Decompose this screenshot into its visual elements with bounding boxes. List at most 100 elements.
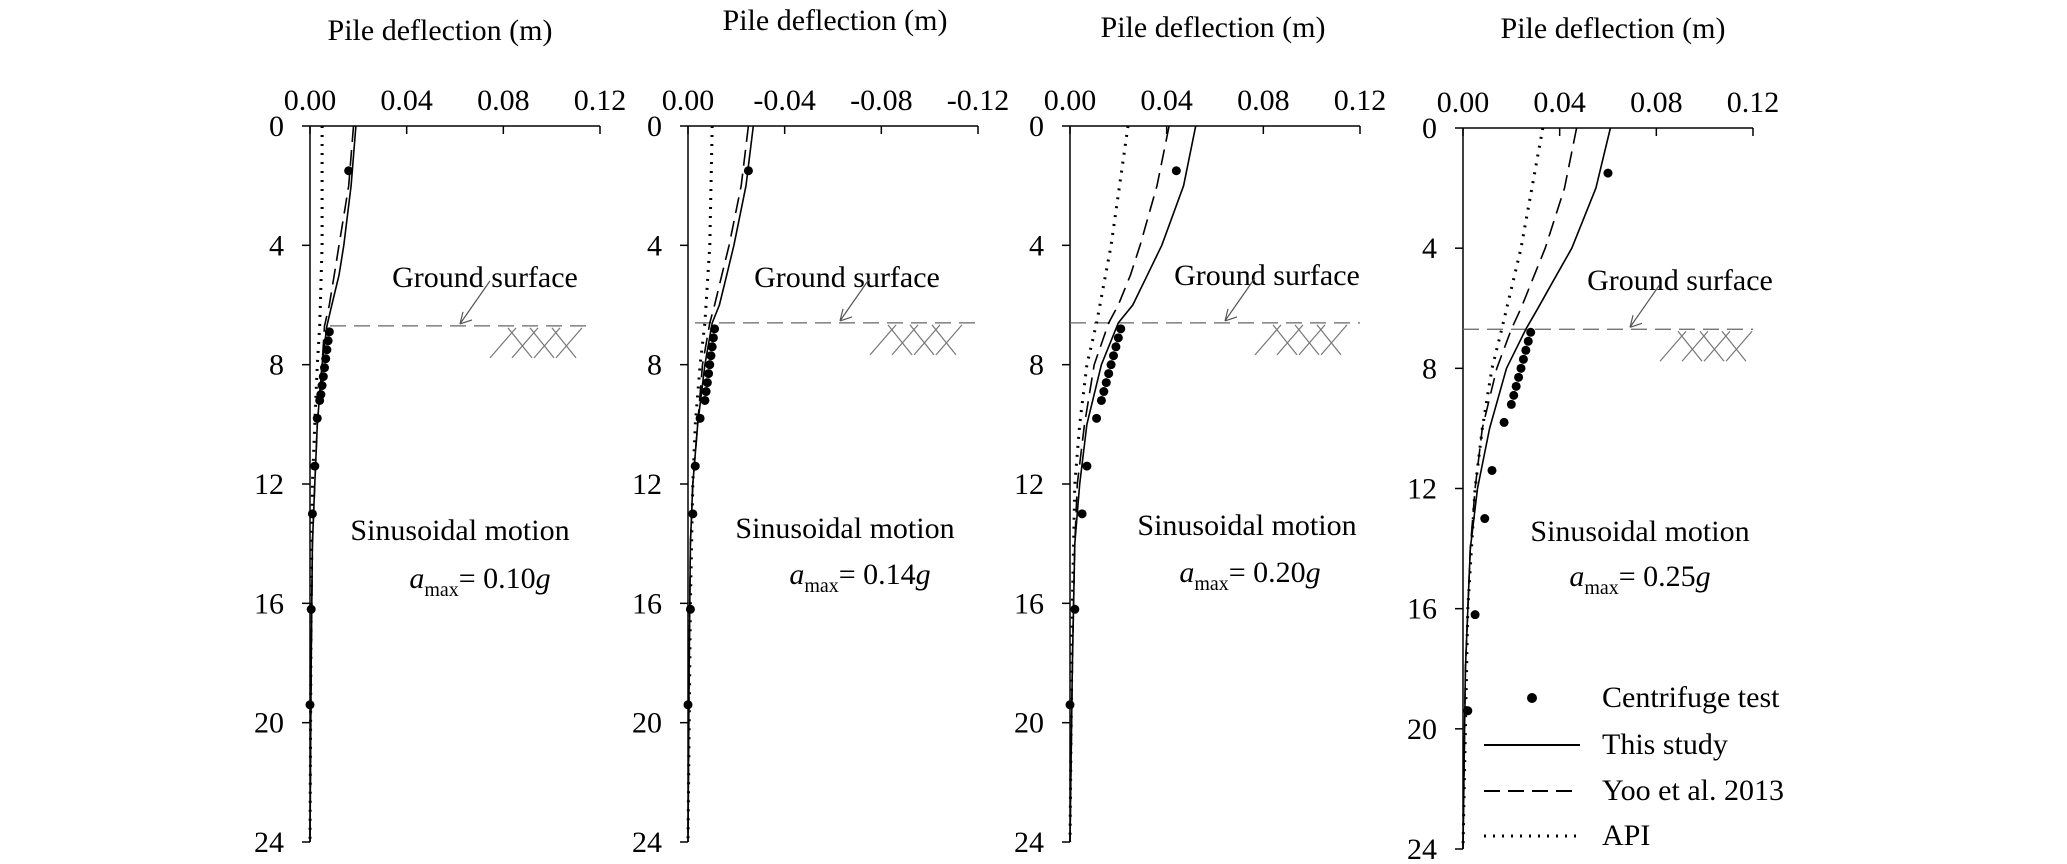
centrifuge-test-point: [1511, 381, 1521, 391]
y-tick-label: 20: [632, 707, 662, 740]
centrifuge-test-point: [683, 700, 693, 710]
centrifuge-test-point: [695, 413, 705, 423]
centrifuge-test-point: [706, 351, 716, 361]
ground-arrow: [1629, 283, 1661, 328]
y-tick-label: 16: [254, 587, 284, 620]
centrifuge-test-point: [700, 395, 710, 405]
centrifuge-test-point: [1470, 610, 1480, 620]
centrifuge-test-point: [315, 395, 325, 405]
centrifuge-test-point: [1523, 336, 1533, 346]
y-tick-label: 4: [1029, 229, 1044, 262]
y-tick-label: 12: [1407, 473, 1437, 506]
y-tick-label: 16: [632, 587, 662, 620]
hatch-line: [1721, 330, 1747, 362]
centrifuge-test-point: [1516, 363, 1526, 373]
centrifuge-test-point: [1514, 372, 1524, 382]
hatch-line: [1272, 324, 1298, 356]
series-line-dotted: [1068, 125, 1130, 843]
ground-surface-label: Ground surface: [1174, 259, 1360, 292]
legend-item-api: API: [1484, 819, 1650, 852]
panel-amax-0-25: Pile deflection (m) Sinusoidal motion am…: [1407, 12, 1779, 864]
arrow-head: [839, 308, 853, 322]
centrifuge-test-point: [305, 700, 315, 710]
centrifuge-test-point: [1065, 700, 1075, 710]
motion-annotation: Sinusoidal motion: [1530, 515, 1749, 548]
legend-item-centrifuge: Centrifuge test: [1527, 681, 1780, 714]
hatch-line: [1677, 330, 1703, 362]
x-tick-label: 0.12: [574, 84, 627, 117]
hatch-line: [909, 324, 935, 356]
y-tick-label: 16: [1407, 593, 1437, 626]
ground-surface-label: Ground surface: [1587, 264, 1773, 297]
series-line-dotted: [308, 126, 324, 843]
amax-annotation: amax= 0.20g: [1179, 556, 1320, 595]
y-tick-label: 8: [1029, 349, 1044, 382]
centrifuge-test-point: [1526, 327, 1536, 337]
y-tick-label: 8: [269, 349, 284, 382]
motion-annotation: Sinusoidal motion: [350, 514, 569, 547]
x-tick-label: 0.12: [1334, 84, 1387, 117]
amax-value: = 0.20: [1229, 556, 1306, 589]
panel-amax-0-14: Pile deflection (m) Sinusoidal motion am…: [632, 4, 1009, 859]
x-tick-label: 0.08: [477, 84, 530, 117]
soil-hatch: [1254, 324, 1348, 356]
x-tick-label: 0.08: [1630, 86, 1683, 119]
centrifuge-test-point: [1521, 345, 1531, 355]
soil-hatch: [1659, 330, 1753, 362]
legend-label: API: [1602, 819, 1650, 852]
x-axis-title: Pile deflection (m): [1501, 12, 1726, 45]
centrifuge-test-point: [701, 387, 711, 397]
x-tick-label: 0.08: [1237, 84, 1290, 117]
y-tick-label: 8: [647, 349, 662, 382]
centrifuge-test-point: [685, 604, 695, 614]
centrifuge-test-point: [317, 381, 327, 391]
centrifuge-test-point: [318, 372, 328, 382]
centrifuge-test-point: [707, 342, 717, 352]
centrifuge-test-point: [704, 369, 714, 379]
centrifuge-test-point: [1509, 390, 1519, 400]
panel-amax-0-20: Pile deflection (m) Sinusoidal motion am…: [1014, 11, 1386, 859]
hatch-line: [1294, 324, 1320, 356]
centrifuge-test-point: [344, 166, 354, 176]
y-tick-label: 24: [1014, 826, 1044, 859]
y-tick-label: 4: [1422, 232, 1437, 265]
amax-value: = 0.14: [839, 558, 916, 591]
centrifuge-test-point: [1070, 604, 1080, 614]
centrifuge-test-point: [1096, 395, 1106, 405]
x-tick-label: 0.12: [1727, 86, 1780, 119]
legend: Centrifuge test This study Yoo et al. 20…: [1484, 681, 1784, 852]
centrifuge-test-point: [320, 363, 329, 373]
panel-amax-0-10: Pile deflection (m) Sinusoidal motion am…: [254, 14, 626, 859]
series-line-dotted: [686, 125, 714, 843]
amax-annotation: amax= 0.14g: [789, 558, 930, 597]
x-tick-label: 0.04: [1140, 84, 1193, 117]
centrifuge-test-point: [1463, 706, 1473, 716]
hatch-line: [931, 324, 957, 356]
x-tick-label: 0.04: [1533, 86, 1586, 119]
y-tick-label: 12: [1014, 468, 1044, 501]
series-line-solid: [1462, 127, 1612, 850]
y-tick-label: 24: [632, 826, 662, 859]
y-tick-label: 0: [647, 110, 662, 143]
y-tick-label: 0: [1029, 110, 1044, 143]
centrifuge-test-point: [306, 604, 316, 614]
centrifuge-test-point: [1487, 465, 1497, 475]
series-line-solid: [309, 125, 357, 843]
y-tick-label: 0: [269, 110, 284, 143]
centrifuge-test-point: [690, 461, 700, 471]
centrifuge-test-point: [322, 345, 332, 355]
ground-arrow: [459, 280, 491, 325]
amax-annotation: amax= 0.25g: [1569, 560, 1710, 599]
centrifuge-test-point: [312, 413, 322, 423]
arrow-head: [1629, 315, 1643, 328]
y-tick-label: 24: [254, 826, 284, 859]
centrifuge-test-point: [710, 324, 720, 334]
centrifuge-test-point: [743, 166, 753, 176]
centrifuge-test-point: [1092, 413, 1102, 423]
hatch-line: [507, 327, 533, 359]
x-tick-label: -0.04: [753, 84, 816, 117]
y-tick-label: 24: [1407, 833, 1437, 864]
centrifuge-test-point: [1113, 333, 1123, 343]
centrifuge-test-point: [324, 327, 334, 337]
centrifuge-test-point: [1082, 461, 1092, 471]
